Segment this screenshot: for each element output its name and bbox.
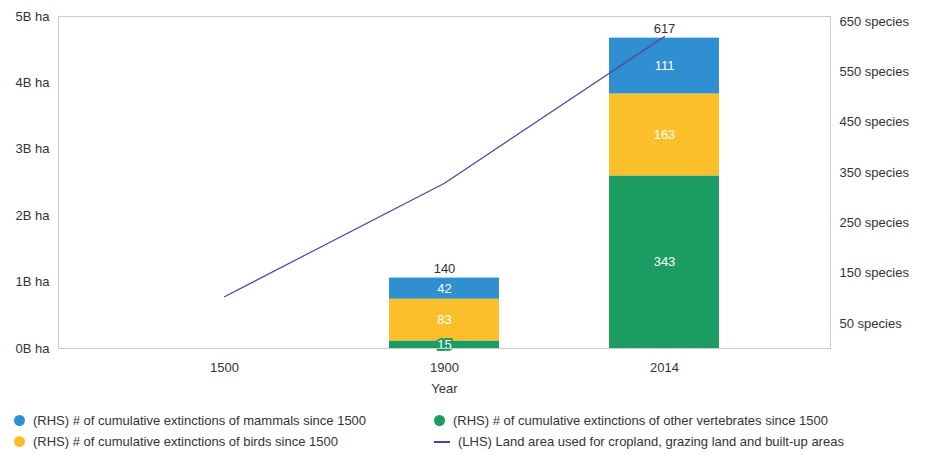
svg-text:15: 15 bbox=[437, 337, 451, 352]
svg-text:2B ha: 2B ha bbox=[16, 208, 51, 223]
svg-text:1500: 1500 bbox=[210, 360, 239, 375]
svg-text:0B ha: 0B ha bbox=[16, 341, 51, 356]
svg-text:250 species: 250 species bbox=[840, 215, 910, 230]
svg-text:42: 42 bbox=[437, 281, 451, 296]
svg-text:450 species: 450 species bbox=[840, 114, 910, 129]
svg-text:140: 140 bbox=[434, 261, 456, 276]
html-text:(RHS) # of cumulative extincti: (RHS) # of cumulative extinctions of mam… bbox=[33, 413, 367, 428]
svg-text:5B ha: 5B ha bbox=[16, 9, 51, 24]
svg-text:Year: Year bbox=[431, 381, 458, 396]
svg-text:3B ha: 3B ha bbox=[16, 141, 51, 156]
svg-text:50 species: 50 species bbox=[840, 316, 903, 331]
svg-text:2014: 2014 bbox=[650, 360, 679, 375]
svg-text:550 species: 550 species bbox=[840, 64, 910, 79]
svg-text:650 species: 650 species bbox=[840, 14, 910, 29]
svg-text:111: 111 bbox=[655, 58, 675, 73]
svg-text:1B ha: 1B ha bbox=[16, 274, 51, 289]
svg-text:163: 163 bbox=[654, 127, 676, 142]
svg-text:1900: 1900 bbox=[430, 360, 459, 375]
svg-text:343: 343 bbox=[654, 254, 676, 269]
html-text:(LHS) Land area used for cropl: (LHS) Land area used for cropland, grazi… bbox=[458, 434, 844, 449]
html-text:(RHS) # of cumulative extincti: (RHS) # of cumulative extinctions of bir… bbox=[33, 434, 338, 449]
svg-text:350 species: 350 species bbox=[840, 165, 910, 180]
html-text:(RHS) # of cumulative extincti: (RHS) # of cumulative extinctions of oth… bbox=[453, 413, 828, 428]
svg-text:4B ha: 4B ha bbox=[16, 75, 51, 90]
svg-text:83: 83 bbox=[437, 312, 451, 327]
svg-text:150 species: 150 species bbox=[840, 265, 910, 280]
svg-text:617: 617 bbox=[654, 21, 676, 36]
